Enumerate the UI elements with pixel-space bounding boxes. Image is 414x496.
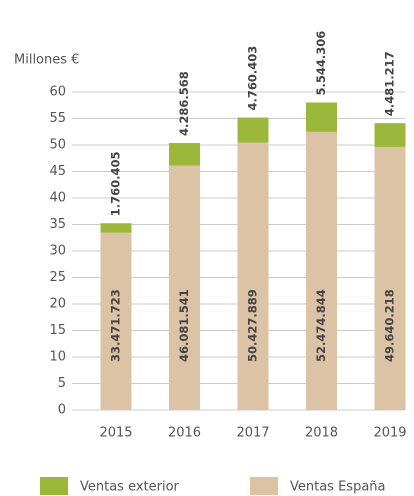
y-tick-label: 35: [49, 217, 66, 232]
y-tick-label: 25: [49, 270, 66, 285]
y-tick-label: 50: [49, 138, 66, 153]
value-label: 5.544.306: [314, 31, 328, 96]
y-tick-label: 30: [49, 244, 66, 259]
legend-swatch: [40, 477, 68, 495]
x-tick-label: 2015: [99, 426, 132, 441]
bar-segment: [374, 123, 406, 147]
value-label: 33.471.723: [109, 289, 123, 362]
legend-label: Ventas exterior: [80, 480, 180, 495]
x-tick-label: 2018: [305, 426, 338, 441]
y-tick-label: 45: [49, 164, 66, 179]
y-tick-label: 0: [58, 403, 66, 418]
y-tick-label: 15: [49, 323, 66, 338]
bar-segment: [169, 143, 200, 166]
value-label: 49.640.218: [383, 289, 397, 362]
value-label: 4.481.217: [383, 51, 397, 116]
x-tick-label: 2016: [168, 426, 201, 441]
y-tick-label: 40: [49, 191, 66, 206]
y-tick-label: 60: [49, 85, 66, 100]
bar-segment: [100, 223, 132, 233]
value-label: 50.427.889: [246, 289, 260, 362]
value-label: 4.286.568: [177, 71, 191, 136]
bar-segment: [169, 165, 200, 410]
bar-segment: [306, 102, 337, 132]
legend-swatch: [250, 477, 278, 495]
x-tick-label: 2017: [236, 426, 269, 441]
y-tick-label: 55: [49, 111, 66, 126]
y-tick-label: 20: [49, 297, 66, 312]
bar-segment: [306, 131, 337, 410]
bar-segment: [237, 117, 269, 143]
value-label: 52.474.844: [314, 289, 328, 362]
y-tick-label: 5: [58, 376, 66, 391]
x-tick-label: 2019: [373, 426, 406, 441]
bar-segment: [100, 232, 132, 410]
y-tick-label: 10: [49, 350, 66, 365]
y-axis-label: Millones €: [14, 53, 79, 68]
bar-segment: [374, 146, 406, 410]
value-label: 4.760.403: [246, 46, 260, 111]
legend-label: Ventas España: [290, 480, 386, 495]
bar-segment: [237, 142, 269, 411]
value-label: 46.081.541: [177, 289, 191, 362]
value-label: 1.760.405: [109, 152, 123, 217]
